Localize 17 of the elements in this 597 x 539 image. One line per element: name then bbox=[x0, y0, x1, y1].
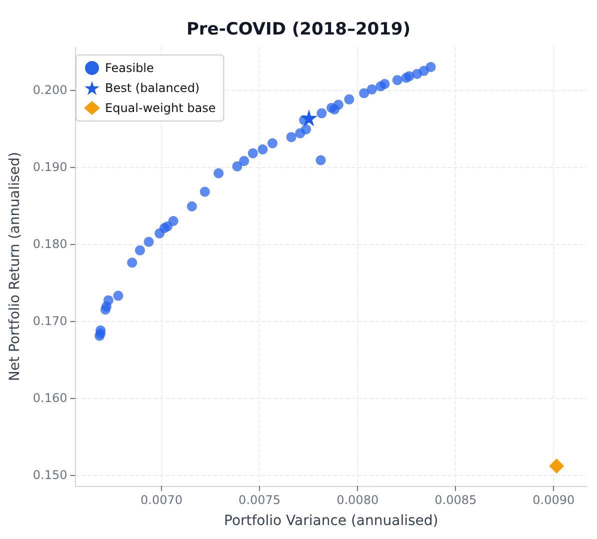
x-tick-label: 0.0080 bbox=[336, 493, 379, 507]
x-tick-label: 0.0075 bbox=[238, 493, 281, 507]
y-axis-title: Net Portfolio Return (annualised) bbox=[7, 152, 23, 382]
y-tick-label: 0.190 bbox=[32, 160, 68, 174]
legend-label: Feasible bbox=[105, 61, 154, 75]
y-tick-label: 0.160 bbox=[32, 391, 68, 406]
y-tick-label: 0.170 bbox=[32, 314, 68, 328]
x-tick-label: 0.0070 bbox=[140, 493, 183, 507]
legend-label: Equal-weight base bbox=[105, 101, 216, 115]
y-tick-label: 0.150 bbox=[32, 468, 68, 482]
y-tick-label: 0.200 bbox=[32, 83, 68, 98]
y-tick-label: 0.180 bbox=[32, 237, 68, 252]
chart-title: Pre-COVID (2018–2019) bbox=[186, 20, 411, 40]
legend-label: Best (balanced) bbox=[105, 81, 200, 95]
x-tick-label: 0.0085 bbox=[434, 493, 477, 507]
x-tick-label: 0.0090 bbox=[532, 493, 575, 507]
x-axis-title: Portfolio Variance (annualised) bbox=[224, 513, 438, 529]
